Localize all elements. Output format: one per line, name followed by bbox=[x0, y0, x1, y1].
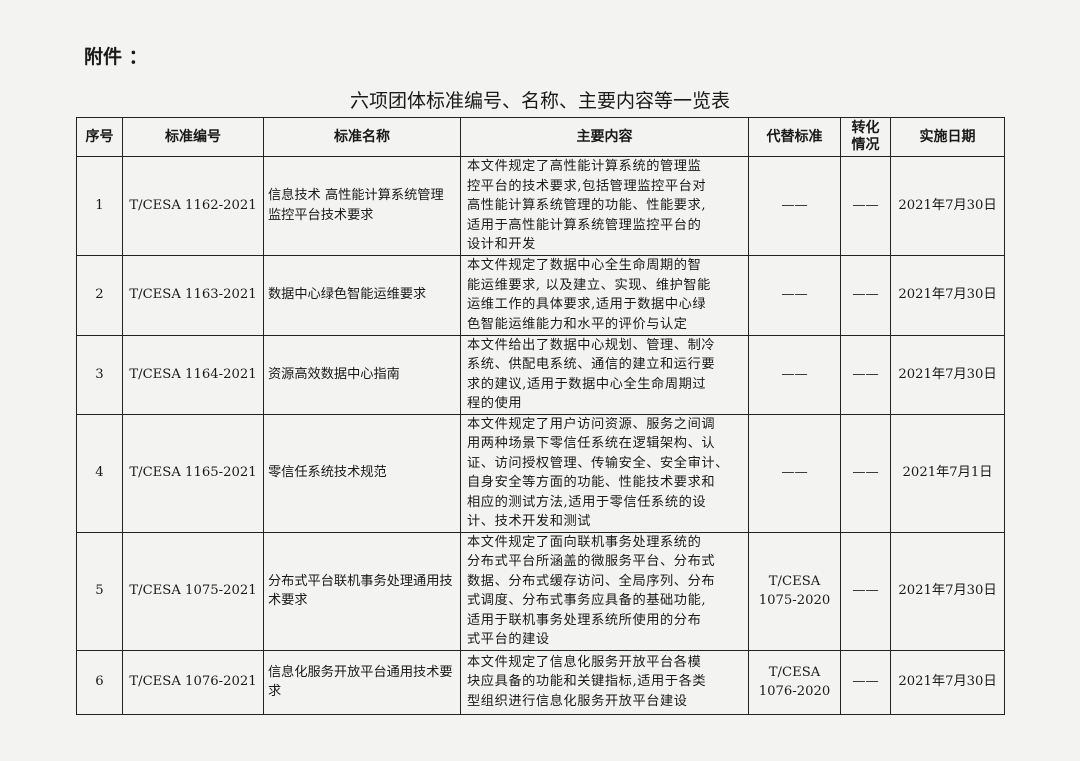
attachment-label: 附件 ： bbox=[84, 46, 148, 68]
cell-replace: —— bbox=[748, 413, 841, 533]
cell-date: 2021年7月30日 bbox=[890, 649, 1005, 715]
cell-content: 本文件给出了数据中心规划、管理、制冷 系统、供配电系统、通信的建立和运行要 求的建议… bbox=[460, 334, 749, 415]
table-header-row: 序号 标准编号 标准名称 主要内容 代替标准 转化情况 实施日期 bbox=[76, 117, 1005, 157]
content-line: 块应具备的功能和关键指标,适用于各类 bbox=[467, 674, 707, 690]
content-line: 运维工作的具体要求,适用于数据中心绿 bbox=[467, 297, 707, 312]
content-line: 相应的测试方法,适用于零信任系统的设 bbox=[467, 494, 707, 510]
cell-code: T/CESA 1076-2021 bbox=[122, 649, 264, 715]
cell-date: 2021年7月30日 bbox=[890, 254, 1005, 336]
header-date: 实施日期 bbox=[890, 117, 1005, 157]
content-line: 式调度、分布式事务应具备的基础功能, bbox=[467, 593, 707, 608]
content-line: 本文件规定了高性能计算系统的管理监 bbox=[467, 159, 702, 174]
cell-date: 2021年7月1日 bbox=[890, 413, 1005, 533]
cell-content: 本文件规定了数据中心全生命周期的智 能运维要求, 以及建立、实现、维护智能 运维工作… bbox=[460, 254, 749, 336]
cell-code: T/CESA 1162-2021 bbox=[122, 156, 264, 256]
cell-replace: —— bbox=[748, 334, 841, 415]
cell-code: T/CESA 1163-2021 bbox=[122, 254, 264, 336]
content-line: 型组织进行信息化服务开放平台建设 bbox=[467, 693, 688, 709]
header-replace: 代替标准 bbox=[748, 117, 841, 157]
header-code: 标准编号 bbox=[122, 117, 264, 157]
cell-status: —— bbox=[840, 531, 891, 651]
cell-code: T/CESA 1165-2021 bbox=[122, 413, 264, 533]
content-line: 用两种场景下零信任系统在逻辑架构、认 bbox=[467, 436, 716, 451]
content-line: 系统、供配电系统、通信的建立和运行要 bbox=[467, 357, 716, 372]
standards-table: 序号 标准编号 标准名称 主要内容 代替标准 转化情况 实施日期 1 T/CESA… bbox=[76, 117, 1005, 715]
cell-status: —— bbox=[840, 649, 891, 715]
content-line: 控平台的技术要求,包括管理监控平台对 bbox=[467, 178, 707, 194]
content-line: 本文件给出了数据中心规划、管理、制冷 bbox=[467, 337, 716, 353]
cell-no: 4 bbox=[76, 413, 123, 533]
cell-name: 零信任系统技术规范 bbox=[263, 413, 461, 533]
content-line: 能运维要求, 以及建立、实现、维护智能 bbox=[467, 277, 711, 293]
cell-status: —— bbox=[840, 413, 891, 533]
cell-no: 3 bbox=[76, 334, 123, 415]
table-row: 6 T/CESA 1076-2021 信息化服务开放平台通用技术要求 本文件规定了信息… bbox=[76, 649, 1005, 715]
table-row: 5 T/CESA 1075-2021 分布式平台联机事务处理通用技术要求 本文件规定了… bbox=[76, 531, 1005, 651]
content-line: 计、技术开发和测试 bbox=[467, 514, 592, 529]
cell-no: 1 bbox=[76, 156, 123, 256]
cell-no: 6 bbox=[76, 649, 123, 715]
document-title: 六项团体标准编号、名称、主要内容等一览表 bbox=[349, 90, 730, 112]
cell-date: 2021年7月30日 bbox=[890, 334, 1005, 415]
content-line: 程的使用 bbox=[467, 396, 523, 411]
content-line: 式平台的建设 bbox=[467, 632, 550, 647]
header-name: 标准名称 bbox=[263, 117, 461, 157]
content-line: 分布式平台所涵盖的微服务平台、分布式 bbox=[467, 554, 716, 569]
content-line: 数据、分布式缓存访问、全局序列、分布 bbox=[467, 573, 716, 589]
cell-content: 本文件规定了信息化服务开放平台各模 块应具备的功能和关键指标,适用于各类 型组织进行… bbox=[460, 649, 749, 715]
content-line: 求的建议,适用于数据中心全生命周期过 bbox=[467, 376, 707, 392]
content-line: 证、访问授权管理、传输安全、安全审计、 bbox=[467, 455, 729, 471]
content-line: 自身安全等方面的功能、性能技术要求和 bbox=[467, 475, 716, 490]
cell-content: 本文件规定了用户访问资源、服务之间调 用两种场景下零信任系统在逻辑架构、认 证、访问… bbox=[460, 413, 749, 533]
cell-code: T/CESA 1164-2021 bbox=[122, 334, 264, 415]
cell-name: 信息化服务开放平台通用技术要求 bbox=[263, 649, 461, 715]
cell-date: 2021年7月30日 bbox=[890, 156, 1005, 256]
cell-status: —— bbox=[840, 156, 891, 256]
cell-content: 本文件规定了高性能计算系统的管理监 控平台的技术要求,包括管理监控平台对 高性能计算… bbox=[460, 156, 749, 256]
header-content: 主要内容 bbox=[460, 117, 749, 157]
content-line: 高性能计算系统管理的功能、性能要求, bbox=[467, 198, 707, 213]
cell-name: 资源高效数据中心指南 bbox=[263, 334, 461, 415]
cell-status: —— bbox=[840, 334, 891, 415]
cell-no: 2 bbox=[76, 254, 123, 336]
header-status: 转化情况 bbox=[840, 117, 891, 157]
cell-name: 数据中心绿色智能运维要求 bbox=[263, 254, 461, 336]
cell-replace: —— bbox=[748, 254, 841, 336]
cell-replace: T/CESA 1075-2020 bbox=[748, 531, 841, 651]
content-line: 本文件规定了面向联机事务处理系统的 bbox=[467, 534, 702, 550]
cell-name: 分布式平台联机事务处理通用技术要求 bbox=[263, 531, 461, 651]
content-line: 设计和开发 bbox=[467, 237, 536, 252]
content-line: 色智能运维能力和水平的评价与认定 bbox=[467, 316, 688, 332]
cell-date: 2021年7月30日 bbox=[890, 531, 1005, 651]
content-line: 适用于高性能计算系统管理监控平台的 bbox=[467, 217, 702, 233]
table-row: 1 T/CESA 1162-2021 信息技术 高性能计算系统管理监控平台技术要求本… bbox=[76, 156, 1005, 256]
cell-no: 5 bbox=[76, 531, 123, 651]
table-row: 2 T/CESA 1163-2021 数据中心绿色智能运维要求 本文件规定了数据中心全… bbox=[76, 254, 1005, 336]
table-row: 4 T/CESA 1165-2021 零信任系统技术规范 本文件规定了用户访问资源、服… bbox=[76, 413, 1005, 533]
content-line: 本文件规定了数据中心全生命周期的智 bbox=[467, 258, 702, 273]
header-no: 序号 bbox=[76, 117, 123, 157]
content-line: 本文件规定了用户访问资源、服务之间调 bbox=[467, 416, 716, 432]
cell-replace: —— bbox=[748, 156, 841, 256]
table-row: 3 T/CESA 1164-2021 资源高效数据中心指南 本文件给出了数据中心规划、… bbox=[76, 334, 1005, 415]
content-line: 本文件规定了信息化服务开放平台各模 bbox=[467, 654, 702, 670]
cell-code: T/CESA 1075-2021 bbox=[122, 531, 264, 651]
content-line: 适用于联机事务处理系统所使用的分布 bbox=[467, 612, 702, 628]
cell-replace: T/CESA 1076-2020 bbox=[748, 649, 841, 715]
cell-content: 本文件规定了面向联机事务处理系统的 分布式平台所涵盖的微服务平台、分布式 数据、分布… bbox=[460, 531, 749, 651]
cell-status: —— bbox=[840, 254, 891, 336]
cell-name: 信息技术 高性能计算系统管理监控平台技术要求 bbox=[263, 156, 461, 256]
